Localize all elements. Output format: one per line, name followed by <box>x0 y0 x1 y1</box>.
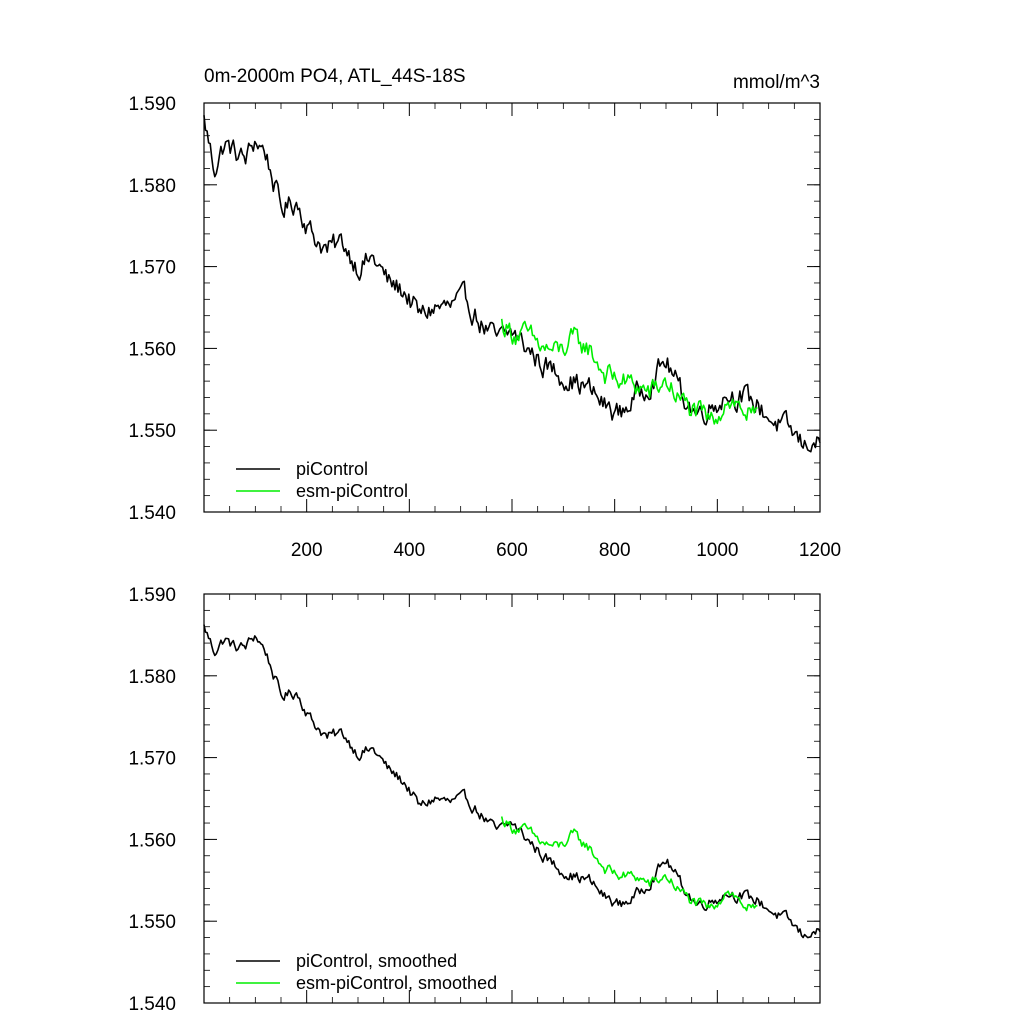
series-line-esm-picontrol <box>500 318 758 425</box>
series-line-esm-picontrol-smoothed <box>500 816 758 912</box>
x-tick-label: 600 <box>496 540 528 561</box>
x-tick-label: 200 <box>291 540 323 561</box>
x-tick-label: 400 <box>393 540 425 561</box>
y-tick-label: 1.540 <box>128 503 176 524</box>
y-tick-label: 1.550 <box>128 912 176 933</box>
legend-label: piControl, smoothed <box>296 951 457 971</box>
series-line-picontrol <box>203 115 821 453</box>
y-tick-label: 1.580 <box>128 667 176 688</box>
legend-label: esm-piControl <box>296 481 408 501</box>
y-tick-label: 1.570 <box>128 749 176 770</box>
y-tick-label: 1.560 <box>128 830 176 851</box>
top-panel: 0m-2000m PO4, ATL_44S-18S mmol/m^3 1.540… <box>128 66 841 561</box>
series-line-picontrol-smoothed <box>203 624 821 939</box>
x-tick-label: 1200 <box>799 540 841 561</box>
y-tick-label: 1.550 <box>128 421 176 442</box>
y-tick-label: 1.590 <box>128 94 176 115</box>
x-tick-label: 1000 <box>696 540 738 561</box>
chart-title: 0m-2000m PO4, ATL_44S-18S <box>204 66 466 87</box>
y-tick-label: 1.540 <box>128 994 176 1015</box>
x-tick-label: 800 <box>599 540 631 561</box>
bottom-panel: 1.540 1.550 1.560 1.570 1.580 1.590 piControl,… <box>128 585 821 1015</box>
legend-label: esm-piControl, smoothed <box>296 973 497 993</box>
y-tick-label: 1.560 <box>128 339 176 360</box>
legend-label: piControl <box>296 459 368 479</box>
y-tick-label: 1.590 <box>128 585 176 606</box>
y-tick-label: 1.580 <box>128 176 176 197</box>
y-tick-label: 1.570 <box>128 258 176 279</box>
units-label: mmol/m^3 <box>733 72 820 93</box>
